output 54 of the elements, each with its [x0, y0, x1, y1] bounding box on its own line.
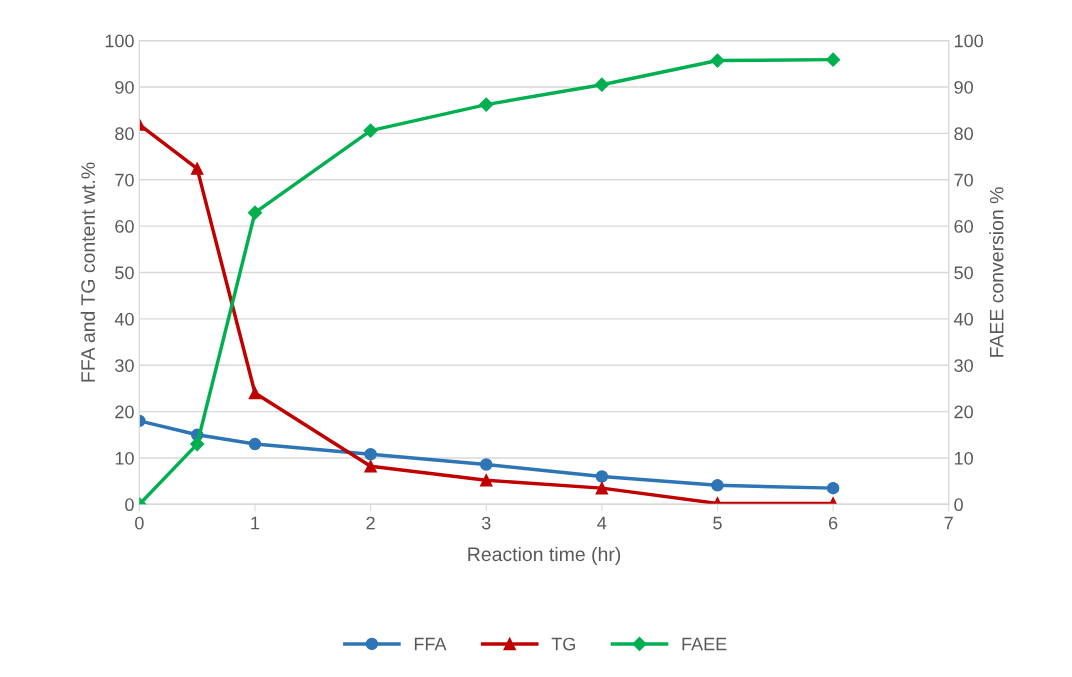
y-axis-title: FFA and TG content wt.% — [80, 162, 95, 382]
legend-label: TG — [551, 637, 575, 651]
y-tick-label: 40 — [114, 312, 134, 326]
x-tick-label: 6 — [828, 516, 838, 530]
y-tick-label: 70 — [115, 173, 134, 187]
legend-label: FFA — [414, 637, 447, 651]
y2-tick-label: 10 — [954, 451, 973, 465]
point — [364, 460, 377, 473]
point — [594, 77, 609, 92]
x-tick-label: 5 — [713, 516, 722, 530]
point — [190, 162, 204, 175]
y2-tick-label: 40 — [954, 312, 973, 326]
point — [711, 479, 724, 492]
point — [479, 97, 494, 112]
y-tick-label: 100 — [105, 34, 134, 48]
point — [479, 473, 493, 487]
x-tick-label: 3 — [481, 516, 491, 530]
y2-tick-label: 60 — [954, 220, 973, 233]
x-tick-label: 1 — [251, 516, 260, 530]
y-tick-label: 20 — [115, 405, 134, 419]
y2-axis-title: FAEE conversion % — [989, 187, 1004, 357]
x-tick-label: 2 — [366, 516, 375, 530]
y-tick-label: 60 — [115, 220, 134, 233]
point — [190, 436, 205, 452]
y-tick-label: 10 — [115, 451, 134, 465]
x-axis-title: Reaction time (hr) — [468, 546, 621, 566]
y-tick-label: 80 — [115, 127, 134, 141]
point — [479, 458, 493, 471]
legend-label: FAEE — [682, 637, 727, 651]
point — [248, 437, 262, 451]
y2-tick-label: 30 — [954, 359, 973, 372]
x-tick-label: 7 — [944, 516, 953, 530]
x-tick-label: 4 — [597, 516, 607, 530]
point — [595, 470, 609, 483]
x-tick-label: 0 — [135, 516, 144, 530]
y2-tick-label: 20 — [954, 405, 973, 419]
point — [595, 481, 609, 495]
point — [826, 52, 841, 67]
y-tick-label: 0 — [125, 498, 134, 512]
y2-tick-label: 90 — [954, 80, 973, 94]
y2-tick-label: 0 — [954, 498, 963, 512]
y-tick-label: 90 — [115, 80, 134, 94]
y2-tick-label: 80 — [954, 127, 973, 141]
point — [363, 123, 378, 138]
point — [247, 205, 263, 220]
point — [710, 53, 725, 68]
point — [826, 481, 840, 495]
y2-tick-label: 50 — [954, 266, 973, 280]
y2-tick-label: 70 — [954, 173, 973, 187]
point — [364, 448, 377, 461]
y2-tick-label: 100 — [954, 34, 983, 48]
point — [248, 386, 262, 400]
y-tick-label: 30 — [115, 359, 134, 372]
y-tick-label: 50 — [115, 266, 134, 280]
